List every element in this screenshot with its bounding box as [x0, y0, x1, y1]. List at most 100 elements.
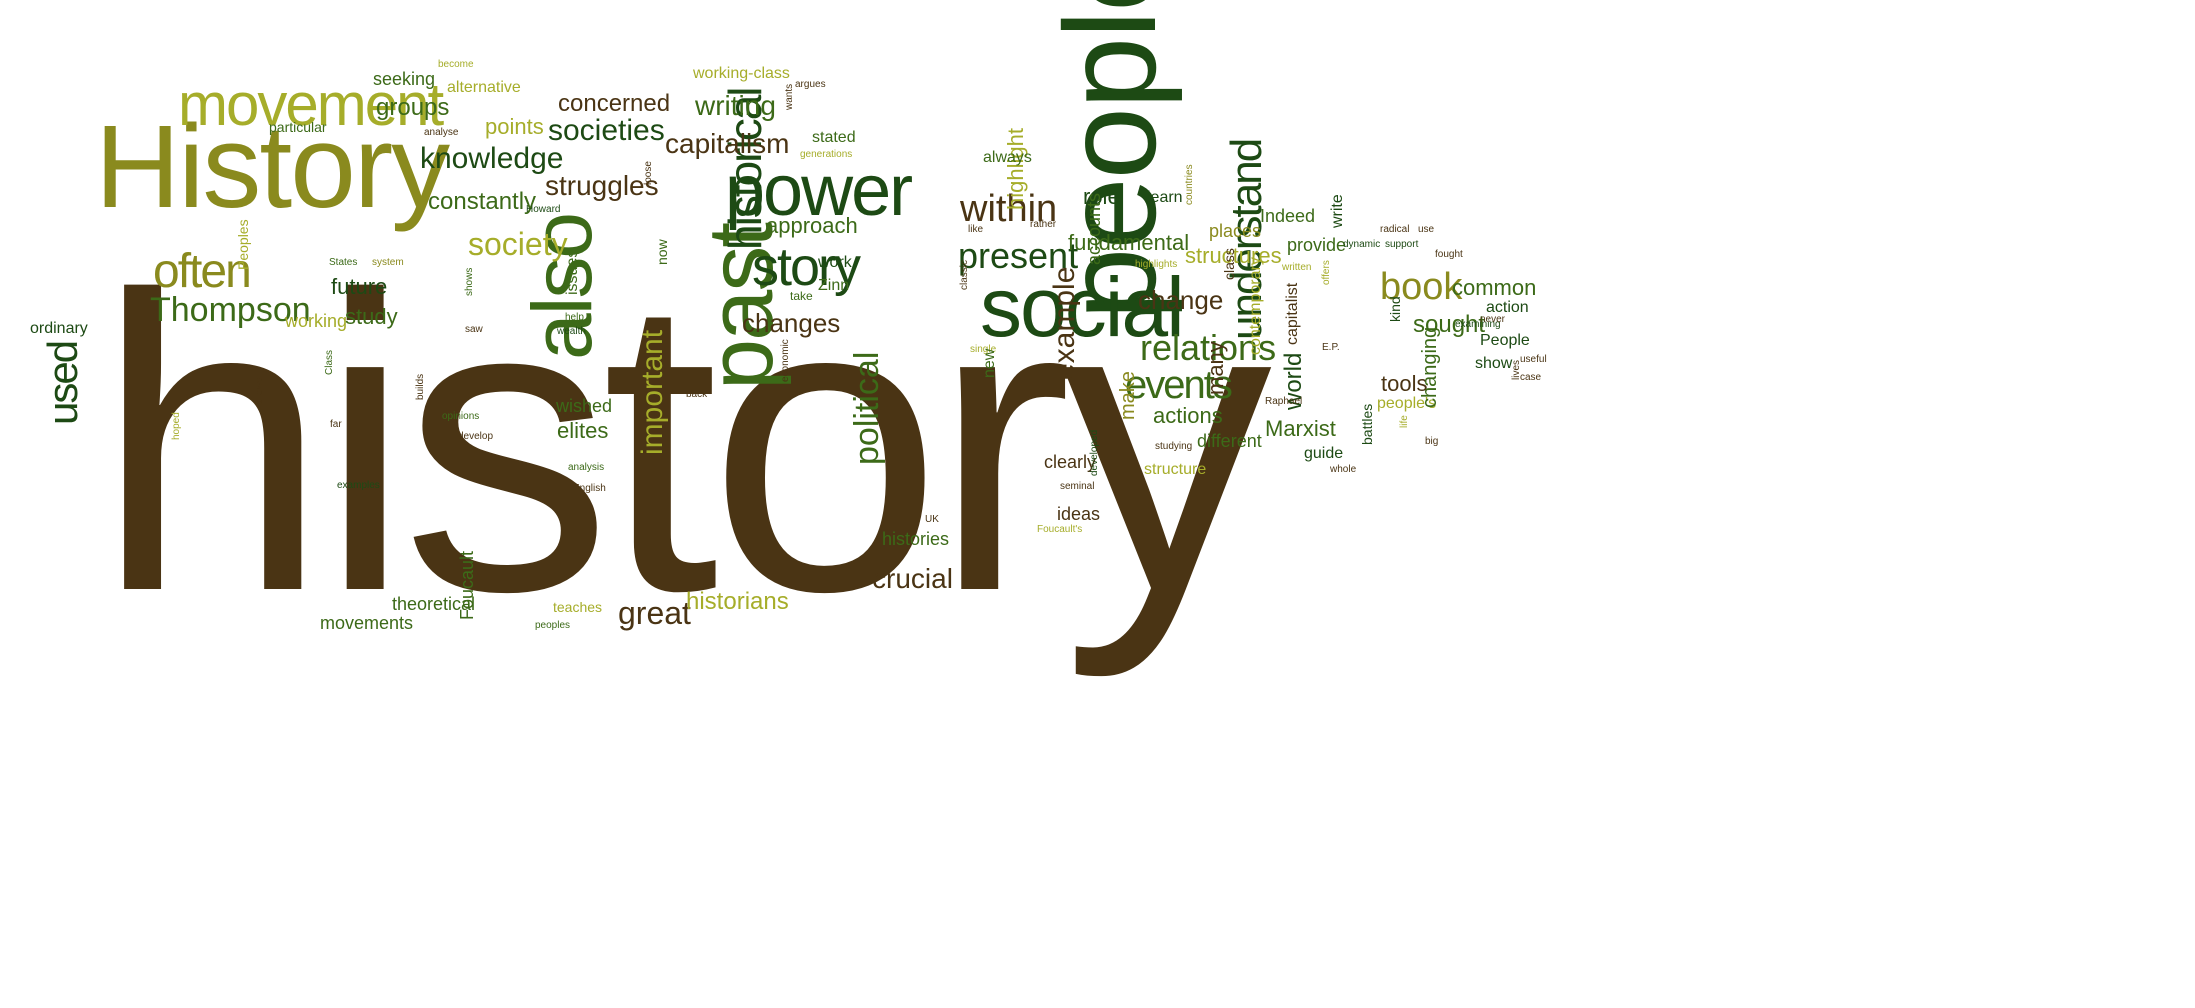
- word-useful: useful: [1520, 354, 1547, 365]
- word-wealth: wealth: [557, 326, 586, 337]
- word-teaches: teaches: [553, 599, 603, 615]
- word-make: make: [1117, 371, 1139, 420]
- word-study: study: [345, 304, 398, 329]
- word-many: many: [1203, 341, 1228, 395]
- word-marxist: Marxist: [1265, 416, 1336, 441]
- word-raphael: Raphael: [1265, 396, 1303, 407]
- word-take: take: [790, 289, 813, 303]
- word-countries: countries: [1184, 164, 1195, 205]
- word-big: big: [1425, 436, 1439, 447]
- word-approach: approach: [766, 213, 858, 238]
- word-opinions: opinions: [442, 411, 480, 422]
- word-radical: radical: [1380, 224, 1410, 235]
- word-clearly: clearly: [1044, 452, 1097, 472]
- word-story: story: [752, 237, 861, 297]
- word-rather: rather: [1030, 219, 1057, 230]
- word-classic: classic: [959, 259, 970, 290]
- word-new: new: [981, 348, 998, 378]
- word-now: now: [654, 239, 670, 265]
- word-constantly: constantly: [428, 188, 537, 215]
- word-example: example: [1048, 266, 1081, 380]
- word-thompson: Thompson: [150, 291, 311, 329]
- word-historians: historians: [686, 588, 789, 615]
- word-issues: issues: [564, 249, 581, 295]
- word-particular: particular: [269, 119, 327, 135]
- word-different: different: [1197, 431, 1262, 451]
- word-become: become: [438, 59, 474, 70]
- word-battles: battles: [1359, 403, 1375, 445]
- word-within: within: [960, 188, 1058, 230]
- word-theoretical: theoretical: [392, 594, 476, 614]
- word-great: great: [618, 595, 691, 631]
- word-action: action: [1486, 299, 1529, 316]
- word-studying: studying: [1155, 441, 1193, 452]
- word-accounts: accounts: [1084, 192, 1104, 265]
- word-use: use: [1418, 224, 1435, 235]
- word-important: important: [636, 329, 669, 455]
- word-common: common: [1452, 275, 1537, 300]
- word-examples: examples: [337, 480, 380, 491]
- word-offers: offers: [1321, 260, 1332, 285]
- word-book: book: [1380, 266, 1463, 308]
- word-analyse: analyse: [424, 127, 459, 138]
- word-howard: Howard: [526, 204, 561, 215]
- word-social: social: [980, 260, 1185, 354]
- word-relations: relations: [1140, 327, 1277, 368]
- word-develop: develop: [458, 431, 494, 442]
- word-events: events: [1125, 363, 1233, 407]
- word-zinn: Zinn: [818, 277, 850, 294]
- word-ordinary: ordinary: [30, 320, 88, 337]
- word-change: change: [1138, 285, 1224, 315]
- word-analysis: analysis: [568, 462, 605, 473]
- word-far: far: [330, 419, 342, 430]
- word-histories: histories: [882, 529, 950, 549]
- word-seminal: seminal: [1060, 481, 1095, 492]
- word-always: always: [983, 149, 1032, 166]
- word-indeed: Indeed: [1260, 206, 1316, 226]
- word-ideas: ideas: [1057, 504, 1101, 524]
- word-loose: loose: [643, 161, 654, 185]
- word-sought: sought: [1413, 311, 1486, 338]
- word-knowledge: knowledge: [420, 142, 564, 175]
- word-crucial: crucial: [872, 563, 953, 594]
- word-written: written: [1282, 262, 1312, 273]
- word-saw: saw: [465, 324, 483, 335]
- word-generations: generations: [800, 149, 853, 160]
- word-like: like: [968, 224, 984, 235]
- word-people-s: people's: [1377, 395, 1437, 412]
- word-allows: allows: [254, 377, 265, 405]
- word-highlight: highlight: [1003, 128, 1028, 210]
- word-e-p: E.P.: [1322, 342, 1340, 353]
- word-guide: guide: [1304, 445, 1344, 462]
- word-wished: wished: [556, 396, 613, 416]
- word-fought: fought: [1435, 249, 1463, 260]
- word-states: States: [329, 257, 358, 268]
- word-single: single: [970, 344, 997, 355]
- word-provide: provide: [1287, 235, 1347, 255]
- word-political: political: [848, 351, 886, 465]
- word-highlights: highlights: [1135, 259, 1178, 270]
- word-changes: changes: [742, 308, 841, 338]
- word-working-class: working-class: [693, 65, 790, 82]
- word-history: history: [95, 210, 1272, 679]
- word-capitalism: capitalism: [665, 128, 790, 159]
- word-case: case: [1520, 372, 1542, 383]
- word-fundamental: fundamental: [1068, 230, 1190, 255]
- word-help: help: [565, 312, 584, 323]
- word-role: role: [1083, 184, 1120, 209]
- word-stated: stated: [812, 129, 856, 146]
- word-foucault: Foucault: [457, 550, 477, 620]
- word-people: People: [1480, 332, 1530, 349]
- word-seeking: seeking: [373, 69, 436, 89]
- word-uk: UK: [925, 514, 939, 525]
- word-concerned: concerned: [558, 90, 671, 117]
- word-builds: builds: [415, 373, 426, 400]
- word-argues: argues: [795, 79, 826, 90]
- word-points: points: [485, 114, 544, 139]
- word-working: working: [285, 311, 348, 331]
- word-movement: movement: [178, 71, 444, 138]
- word-class: class: [1221, 248, 1237, 280]
- word-structures: structures: [1185, 243, 1282, 268]
- word-never: never: [1480, 314, 1506, 325]
